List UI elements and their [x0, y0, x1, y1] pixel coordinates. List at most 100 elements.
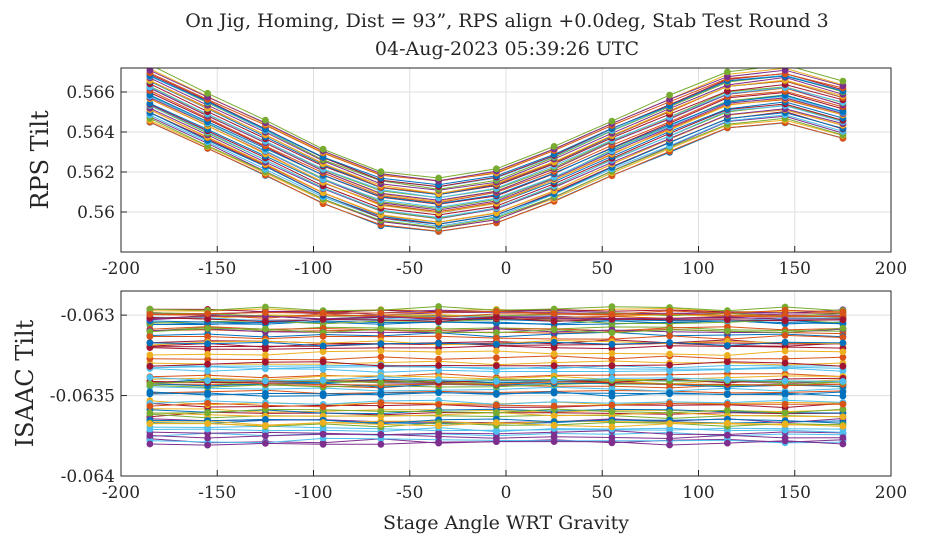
- data-point: [204, 325, 212, 332]
- data-point: [435, 355, 442, 363]
- data-point: [377, 168, 385, 176]
- data-point: [204, 409, 212, 417]
- data-point: [666, 339, 673, 346]
- data-point: [839, 362, 847, 370]
- data-point: [493, 314, 500, 321]
- data-point: [839, 316, 847, 324]
- data-point: [724, 400, 731, 408]
- data-point: [146, 305, 154, 313]
- data-point: [783, 68, 787, 69]
- data-point: [839, 334, 847, 341]
- data-point: [724, 309, 731, 317]
- data-point: [377, 340, 385, 348]
- data-point: [146, 344, 154, 351]
- y-tick-label: 0.564: [66, 123, 115, 143]
- data-point: [839, 308, 847, 316]
- data-point: [146, 311, 154, 318]
- x-tick-label: 100: [682, 259, 714, 279]
- data-point: [550, 412, 558, 420]
- data-point: [608, 423, 616, 431]
- data-point: [262, 390, 269, 397]
- data-point: [839, 77, 847, 85]
- data-point: [435, 389, 442, 396]
- data-point: [608, 355, 616, 363]
- data-point: [377, 379, 385, 386]
- data-point: [781, 434, 789, 442]
- data-point: [781, 317, 789, 325]
- data-point: [319, 342, 327, 350]
- data-point: [204, 391, 212, 399]
- data-point: [377, 309, 385, 317]
- y-tick-label: -0.0635: [50, 387, 115, 407]
- data-point: [781, 306, 789, 314]
- data-point: [493, 391, 500, 398]
- data-point: [493, 354, 500, 362]
- data-point: [839, 413, 847, 421]
- data-point: [435, 422, 442, 430]
- x-tick-label: -100: [294, 259, 332, 279]
- data-point: [262, 309, 269, 316]
- data-point: [724, 419, 731, 427]
- data-point: [493, 362, 500, 370]
- data-point: [146, 362, 154, 370]
- data-point: [262, 345, 269, 353]
- rps-tilt-plot: -200 -150 -100 -50 0 50 100 150 200 0.56 0.562 0.56…: [26, 67, 907, 279]
- data-point: [839, 378, 847, 385]
- data-point: [666, 400, 673, 407]
- data-point: [377, 347, 385, 355]
- data-point: [550, 326, 558, 334]
- data-point: [319, 363, 327, 371]
- data-point: [146, 440, 154, 448]
- data-point: [839, 348, 847, 356]
- data-point: [262, 303, 269, 311]
- data-point: [781, 389, 789, 397]
- data-point: [262, 416, 269, 423]
- data-point: [550, 350, 558, 358]
- data-point: [377, 316, 385, 324]
- data-point: [666, 316, 673, 324]
- data-point: [262, 402, 269, 409]
- data-point: [146, 68, 154, 74]
- data-point: [550, 422, 558, 429]
- data-point: [781, 426, 789, 434]
- data-point: [435, 438, 442, 446]
- x-tick-label: -200: [102, 483, 140, 503]
- x-tick-label: -150: [198, 483, 236, 503]
- data-point: [319, 309, 327, 317]
- x-tick-label: 100: [682, 483, 714, 503]
- data-point: [493, 434, 500, 442]
- data-point: [262, 339, 269, 346]
- data-point: [319, 145, 327, 153]
- data-point: [666, 326, 673, 334]
- data-point: [262, 377, 269, 385]
- data-point: [435, 309, 442, 316]
- data-point: [608, 434, 616, 441]
- y-tick-label: 0.566: [66, 83, 115, 103]
- data-point: [839, 405, 847, 413]
- data-point: [377, 440, 385, 448]
- data-point: [724, 406, 731, 414]
- data-point: [146, 402, 154, 410]
- data-point: [666, 91, 673, 99]
- data-point: [724, 98, 731, 106]
- x-tick-label: 50: [591, 483, 613, 503]
- data-point: [781, 400, 789, 408]
- x-axis-label: Stage Angle WRT Gravity: [383, 512, 629, 534]
- data-point: [204, 420, 212, 427]
- data-point: [724, 376, 731, 384]
- data-point: [724, 352, 731, 359]
- data-point: [493, 329, 500, 337]
- data-point: [204, 345, 212, 353]
- series-group: [146, 68, 847, 235]
- data-point: [146, 388, 154, 396]
- x-tick-label: -150: [198, 259, 236, 279]
- data-point: [493, 401, 500, 409]
- data-point: [319, 316, 327, 323]
- y-tick-label: 0.56: [77, 203, 115, 223]
- data-point: [550, 433, 558, 441]
- data-point: [377, 373, 385, 381]
- x-tick-label: 150: [779, 483, 811, 503]
- y-tick-label: 0.562: [66, 163, 115, 183]
- data-point: [839, 440, 847, 448]
